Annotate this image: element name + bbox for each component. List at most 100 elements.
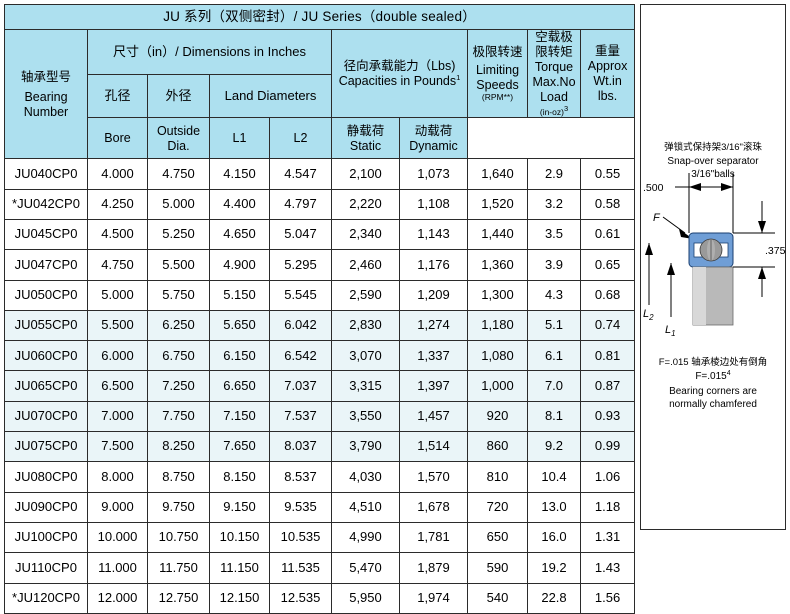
header-weight-cn: 重量 bbox=[595, 44, 621, 59]
header-od-cn: 外径 bbox=[147, 74, 210, 119]
cell-torque: 5.1 bbox=[527, 309, 581, 342]
cell-l1: 6.650 bbox=[209, 370, 270, 402]
cell-dynamic: 1,274 bbox=[399, 309, 468, 342]
header-l2: L2 bbox=[269, 117, 332, 160]
cell-l1: 7.650 bbox=[209, 431, 270, 463]
header-od-en: Outside Dia. bbox=[147, 117, 210, 160]
note-chamfer-en2: normally chamfered bbox=[669, 399, 757, 410]
header-static-en: Static bbox=[349, 138, 382, 153]
header-bearing-en2: Number bbox=[23, 104, 69, 119]
cell-model: *JU042CP0 bbox=[4, 188, 88, 220]
table-row: JU070CP0 7.000 7.750 7.150 7.537 3,550 1,457 92… bbox=[4, 400, 636, 433]
cell-speed: 1,080 bbox=[467, 340, 528, 372]
cell-weight: 1.31 bbox=[579, 521, 636, 554]
cell-l1: 10.150 bbox=[209, 521, 270, 554]
bearing-specification-table: JU 系列（双侧密封）/ JU Series（double sealed） 轴承… bbox=[3, 4, 636, 614]
diagram-caption-cn: 弹锁式保持架3/16"滚珠 bbox=[664, 141, 762, 153]
cell-weight: 1.56 bbox=[579, 582, 636, 614]
cell-model: *JU120CP0 bbox=[4, 582, 88, 614]
header-capacities-group: 径向承载能力（Lbs) Capacities in Pounds1 bbox=[331, 28, 468, 119]
header-weight-en1: Approx bbox=[587, 59, 628, 74]
cell-bore: 5.500 bbox=[87, 309, 148, 342]
cell-od: 5.750 bbox=[147, 279, 210, 311]
cell-dynamic: 1,176 bbox=[399, 249, 468, 281]
cell-l1: 8.150 bbox=[209, 461, 270, 493]
header-od-en2: Dia. bbox=[167, 138, 190, 153]
header-torque-cn1: 空载极 bbox=[535, 30, 573, 44]
cell-bore: 4.500 bbox=[87, 218, 148, 251]
cell-bore: 4.000 bbox=[87, 158, 148, 190]
cell-l1: 5.650 bbox=[209, 309, 270, 342]
header-dynamic: 动载荷 Dynamic bbox=[399, 117, 468, 160]
cell-od: 5.000 bbox=[147, 188, 210, 220]
cell-dynamic: 1,108 bbox=[399, 188, 468, 220]
cell-od: 11.750 bbox=[147, 552, 210, 584]
cell-l1: 4.150 bbox=[209, 158, 270, 190]
header-limiting-speeds: 极限转速 Limiting Speeds (RPM**) bbox=[467, 28, 528, 119]
cell-torque: 10.4 bbox=[527, 461, 581, 493]
cell-od: 8.250 bbox=[147, 431, 210, 463]
cell-weight: 0.55 bbox=[579, 158, 636, 190]
cell-speed: 1,640 bbox=[467, 158, 528, 190]
cell-l2: 5.295 bbox=[269, 249, 332, 281]
table-row: JU045CP0 4.500 5.250 4.650 5.047 2,340 1,143 1,… bbox=[4, 218, 636, 251]
cell-speed: 590 bbox=[467, 552, 528, 584]
cell-speed: 540 bbox=[467, 582, 528, 614]
cell-dynamic: 1,073 bbox=[399, 158, 468, 190]
cell-l2: 7.537 bbox=[269, 400, 332, 433]
cell-l2: 7.037 bbox=[269, 370, 332, 402]
cell-weight: 0.68 bbox=[579, 279, 636, 311]
cell-speed: 1,360 bbox=[467, 249, 528, 281]
cell-l1: 6.150 bbox=[209, 340, 270, 372]
cell-weight: 0.81 bbox=[579, 340, 636, 372]
cell-od: 5.250 bbox=[147, 218, 210, 251]
cell-weight: 0.58 bbox=[579, 188, 636, 220]
header-l1: L1 bbox=[209, 117, 270, 160]
cell-bore: 7.500 bbox=[87, 431, 148, 463]
header-capacities-en: Capacities in Pounds1 bbox=[338, 73, 461, 89]
cell-l2: 8.537 bbox=[269, 461, 332, 493]
cell-model: JU045CP0 bbox=[4, 218, 88, 251]
cell-bore: 11.000 bbox=[87, 552, 148, 584]
table-row: JU110CP0 11.000 11.750 11.150 11.535 5,470 1,8… bbox=[4, 552, 636, 584]
header-torque-en2: Max.No bbox=[532, 75, 576, 89]
cell-torque: 2.9 bbox=[527, 158, 581, 190]
header-limiting-en1: Limiting bbox=[475, 62, 520, 77]
header-bearing-en1: Bearing bbox=[24, 89, 68, 104]
cell-l2: 5.047 bbox=[269, 218, 332, 251]
cell-l1: 4.900 bbox=[209, 249, 270, 281]
cell-weight: 0.93 bbox=[579, 400, 636, 433]
cell-l2: 6.042 bbox=[269, 309, 332, 342]
header-weight-en3: lbs. bbox=[597, 89, 618, 104]
cell-weight: 0.65 bbox=[579, 249, 636, 281]
header-dynamic-en: Dynamic bbox=[409, 138, 458, 153]
cell-l1: 4.400 bbox=[209, 188, 270, 220]
cell-static: 2,340 bbox=[331, 218, 400, 251]
cell-bore: 9.000 bbox=[87, 491, 148, 523]
table-body: JU040CP0 4.000 4.750 4.150 4.547 2,100 1,073 1,… bbox=[4, 158, 636, 614]
cell-torque: 9.2 bbox=[527, 431, 581, 463]
note-f-value: F=.0154 bbox=[695, 370, 730, 382]
cell-torque: 4.3 bbox=[527, 279, 581, 311]
diagram-caption-en2: 3/16"balls bbox=[691, 169, 735, 180]
cell-od: 10.750 bbox=[147, 521, 210, 554]
cell-l2: 8.037 bbox=[269, 431, 332, 463]
dimension-375-label: .375 bbox=[765, 245, 785, 257]
cell-l1: 11.150 bbox=[209, 552, 270, 584]
header-dimensions-group: 尺寸（in）/ Dimensions in Inches bbox=[87, 28, 332, 76]
cell-bore: 6.500 bbox=[87, 370, 148, 402]
cell-od: 6.750 bbox=[147, 340, 210, 372]
cell-l2: 9.535 bbox=[269, 491, 332, 523]
cell-speed: 1,180 bbox=[467, 309, 528, 342]
cell-static: 4,990 bbox=[331, 521, 400, 554]
cell-static: 4,030 bbox=[331, 461, 400, 493]
table-row: JU060CP0 6.000 6.750 6.150 6.542 3,070 1,337 1,… bbox=[4, 340, 636, 372]
cell-dynamic: 1,781 bbox=[399, 521, 468, 554]
cell-model: JU047CP0 bbox=[4, 249, 88, 281]
header-weight-en2: Wt.in bbox=[593, 74, 622, 89]
cell-model: JU070CP0 bbox=[4, 400, 88, 433]
cell-model: JU055CP0 bbox=[4, 309, 88, 342]
cell-speed: 650 bbox=[467, 521, 528, 554]
cell-model: JU110CP0 bbox=[4, 552, 88, 584]
header-torque-en1: Torque bbox=[534, 60, 574, 74]
